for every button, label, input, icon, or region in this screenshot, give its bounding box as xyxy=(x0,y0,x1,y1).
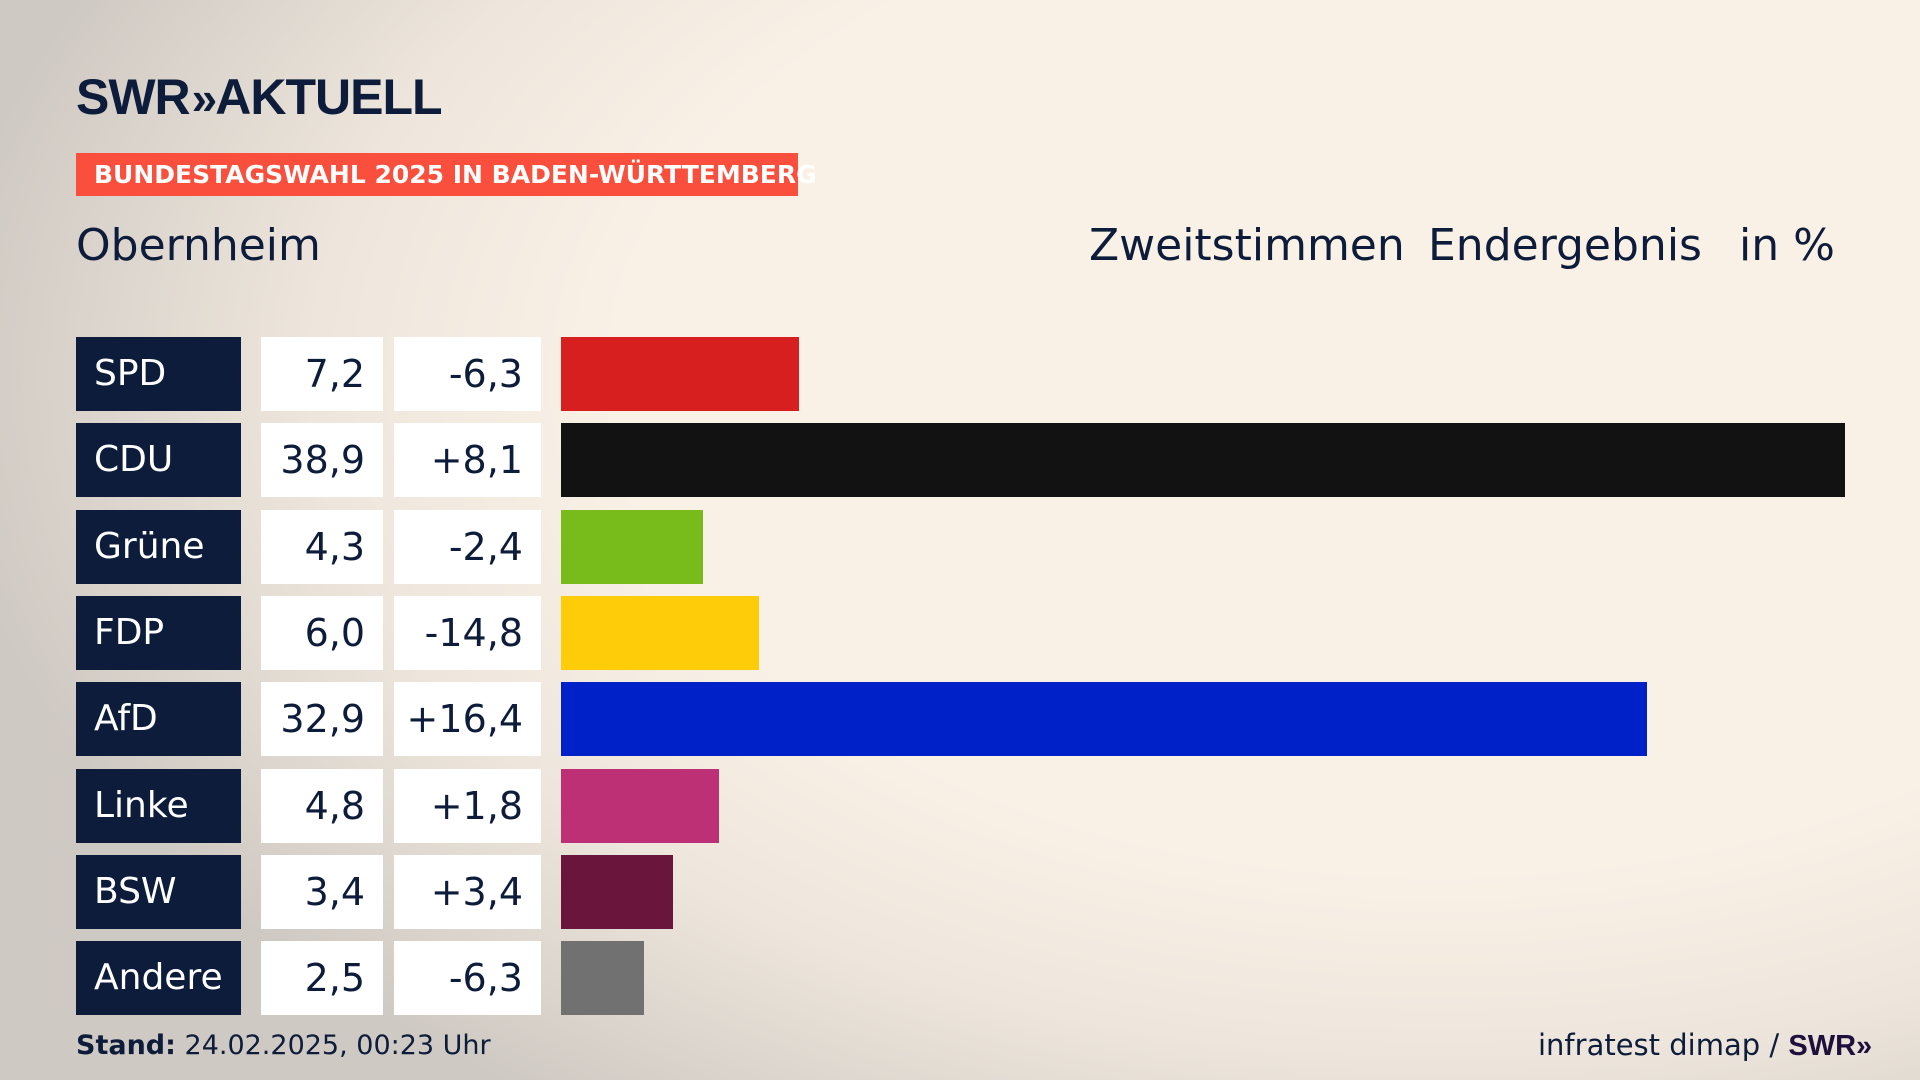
value-label: 4,8 xyxy=(261,768,383,843)
party-label: Andere xyxy=(76,941,241,1016)
value-label: 38,9 xyxy=(261,423,383,498)
vote-type-label: Zweitstimmen xyxy=(1089,220,1405,271)
unit-label: in % xyxy=(1739,220,1835,271)
party-label: BSW xyxy=(76,854,241,929)
value-label: 32,9 xyxy=(261,682,383,757)
party-label: AfD xyxy=(76,682,241,757)
bar-linke xyxy=(561,768,720,843)
change-label: +8,1 xyxy=(394,423,541,498)
value-label: 3,4 xyxy=(261,854,383,929)
value-label: 6,0 xyxy=(261,595,383,670)
bar-andere xyxy=(561,941,644,1016)
party-label: Grüne xyxy=(76,509,241,584)
change-label: -2,4 xyxy=(394,509,541,584)
bar-afd xyxy=(561,682,1647,757)
swr-aktuell-logo: SWR» AKTUELL xyxy=(76,68,443,126)
party-label: SPD xyxy=(76,337,241,411)
value-label: 2,5 xyxy=(261,941,383,1016)
bar-fdp xyxy=(561,595,760,670)
bar-cdu xyxy=(561,423,1845,498)
stand-value: 24.02.2025, 00:23 Uhr xyxy=(184,1030,491,1061)
bar-bsw xyxy=(561,854,674,929)
party-label: CDU xyxy=(76,423,241,498)
place-title: Obernheim xyxy=(76,220,321,271)
change-label: -6,3 xyxy=(394,337,541,411)
source-text: infratest dimap / xyxy=(1538,1028,1780,1062)
value-label: 4,3 xyxy=(261,509,383,584)
party-label: FDP xyxy=(76,595,241,670)
bar-spd xyxy=(561,337,799,411)
logo-swr: SWR xyxy=(76,69,191,125)
change-label: +1,8 xyxy=(394,768,541,843)
result-type-label: Endergebnis xyxy=(1428,220,1702,271)
change-label: -14,8 xyxy=(394,595,541,670)
bar-grüne xyxy=(561,509,703,584)
party-label: Linke xyxy=(76,768,241,843)
source-credit: infratest dimap / SWR» xyxy=(1538,1028,1872,1063)
election-banner: BUNDESTAGSWAHL 2025 IN BADEN-WÜRTTEMBERG xyxy=(76,153,817,196)
logo-aktuell: AKTUELL xyxy=(215,69,442,125)
change-label: +16,4 xyxy=(394,682,541,757)
swr-brand-logo: SWR» xyxy=(1788,1030,1873,1062)
change-label: -6,3 xyxy=(394,941,541,1016)
stand-label: Stand: xyxy=(76,1030,176,1061)
logo-chevron-icon: » xyxy=(191,72,217,124)
change-label: +3,4 xyxy=(394,854,541,929)
timestamp: Stand: 24.02.2025, 00:23 Uhr xyxy=(76,1030,491,1061)
value-label: 7,2 xyxy=(261,337,383,411)
